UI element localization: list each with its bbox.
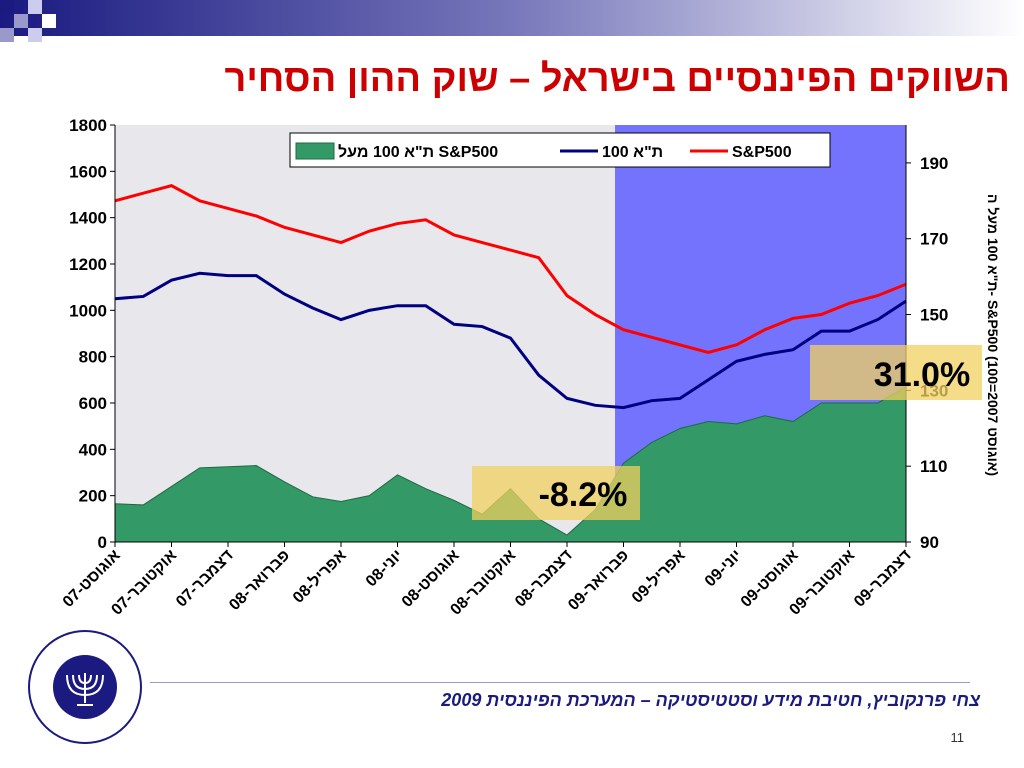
x-tick-label: דצמבר-09: [851, 547, 915, 611]
y-left-tick-label: 1600: [69, 162, 107, 181]
footer-divider: [150, 682, 970, 683]
y-left-tick-label: 200: [79, 487, 107, 506]
header-gradient: [0, 0, 1024, 42]
line-series: [114, 184, 907, 410]
y-right-tick-label: 150: [920, 306, 948, 325]
legend-swatch-area: [295, 142, 335, 160]
y-right-tick-label: 190: [920, 154, 948, 173]
legend-label-sp500: S&P500: [732, 144, 792, 161]
y-left-tick-label: 1400: [69, 209, 107, 228]
y-right-tick-label: 110: [920, 457, 947, 476]
callout-neg: -8.2%: [539, 476, 628, 514]
y-left-tick-label: 800: [79, 348, 107, 367]
y-left-ticks: 1800 1600 1400 1200 1000 800 600 400 200 0: [69, 116, 115, 552]
x-tick-label: יוני-08: [363, 547, 406, 590]
bank-of-israel-logo: [15, 625, 155, 755]
x-tick-label: פברואר-09: [565, 547, 632, 614]
y-left-tick-label: 600: [79, 394, 107, 413]
x-tick-labels: אוגוסט-07אוקטובר-07דצמבר-07פברואר-08אפרי…: [60, 542, 915, 619]
footer-text: צחי פרנקוביץ, חטיבת מידע וסטטיסטיקה – המ…: [441, 690, 980, 710]
legend-label-area: ת"א 100 מעל S&P500: [338, 143, 498, 161]
x-tick-label: יוני-09: [702, 547, 745, 590]
y-left-tick-label: 1800: [69, 116, 107, 135]
corner-decoration: [0, 0, 1024, 60]
callouts: 31.0% -8.2%: [472, 345, 982, 520]
y-left-tick-label: 1000: [69, 301, 107, 320]
page-title: השווקים הפיננסיים בישראל – שוק ההון הסחי…: [224, 58, 1010, 100]
x-tick-label: פברואר-08: [226, 547, 293, 614]
y-right-tick-label: 170: [920, 230, 948, 249]
legend-label-ta100: ת"א 100: [602, 144, 663, 161]
y-left-tick-label: 400: [79, 440, 107, 459]
callout-pos: 31.0%: [874, 356, 970, 394]
page-number: 11: [950, 730, 965, 745]
x-tick-label: אפריל-08: [289, 546, 350, 607]
y-left-tick-label: 1200: [69, 255, 107, 274]
y-right-tick-label: 90: [920, 533, 939, 552]
y-right-axis-label: ת"א 100 מעל ה- S&P500 (אוגוסט 2007=100): [985, 194, 1001, 476]
x-tick-label: אפריל-09: [628, 546, 689, 607]
y-left-tick-label: 0: [98, 533, 107, 552]
legend: ת"א 100 מעל S&P500 ת"א 100 S&P500: [289, 132, 831, 168]
sp500-line: [114, 184, 907, 355]
ta100-line: [114, 271, 907, 410]
callout-pos-box: [810, 345, 982, 400]
callout-neg-box: [472, 466, 640, 520]
